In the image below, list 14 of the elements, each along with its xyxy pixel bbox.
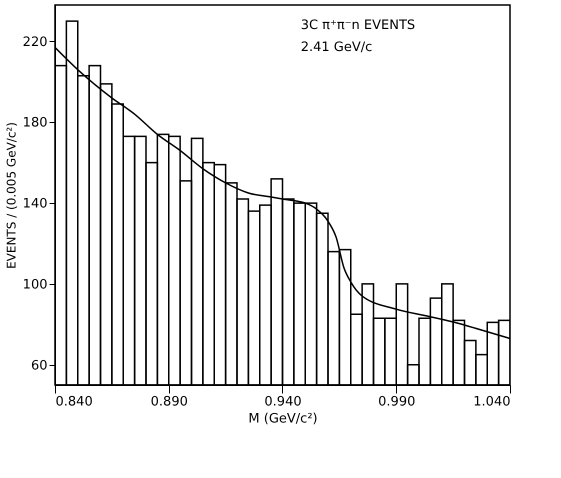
annotation: 3C π⁺π⁻n EVENTS (300, 18, 416, 33)
y-tick-label: 60 (30, 358, 48, 374)
y-tick-label: 180 (22, 116, 48, 131)
y-axis-title: EVENTS / (0.005 GeV/c²) (4, 122, 19, 269)
x-tick-label: 0.940 (264, 394, 302, 410)
y-tick-label: 220 (22, 34, 48, 50)
x-tick-label: 1.040 (473, 394, 510, 410)
annotation: 2.41 GeV/c (300, 40, 372, 55)
x-tick-label: 0.840 (56, 394, 93, 410)
y-tick-label: 100 (22, 277, 48, 292)
y-tick-label: 140 (22, 196, 48, 212)
x-tick-label: 0.890 (150, 394, 188, 410)
x-axis-title: M (GeV/c²) (248, 412, 318, 426)
x-tick-label: 0.990 (378, 394, 416, 410)
